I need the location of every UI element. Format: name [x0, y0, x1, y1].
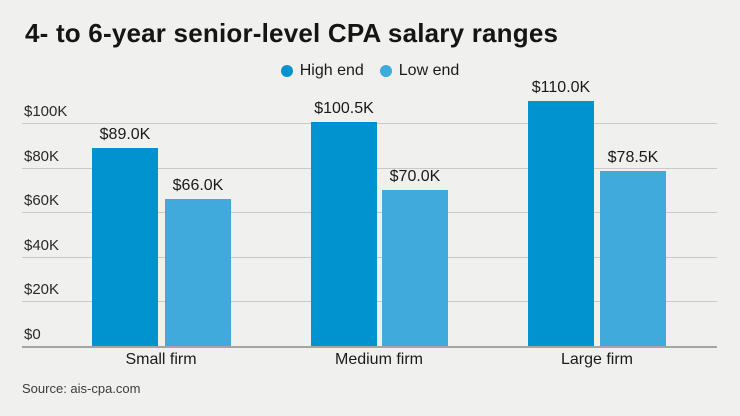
bar-value-label-low-end-large-firm: $78.5K: [607, 149, 659, 166]
y-tick-label--100k: $100K: [24, 103, 68, 120]
x-category-label-medium-firm: Medium firm: [334, 351, 423, 368]
source-note: Source: ais-cpa.com: [22, 381, 141, 396]
bar-low-end-large-firm: [600, 171, 666, 346]
legend-item-low-end: Low end: [379, 62, 460, 80]
bar-high-end-large-firm: [528, 101, 594, 346]
legend-label-low-end: Low end: [398, 62, 460, 79]
bar-value-label-high-end-small-firm: $89.0K: [99, 126, 151, 143]
gridline--0: [22, 346, 717, 348]
bar-value-label-low-end-small-firm: $66.0K: [172, 177, 224, 194]
bar-value-label-high-end-medium-firm: $100.5K: [314, 100, 374, 117]
y-tick-label--20k: $20K: [24, 281, 60, 298]
x-category-label-small-firm: Small firm: [125, 351, 197, 368]
chart-title: 4- to 6-year senior-level CPA salary ran…: [25, 18, 559, 48]
legend-label-high-end: High end: [299, 62, 364, 79]
bar-low-end-medium-firm: [382, 190, 448, 346]
y-tick-label--80k: $80K: [24, 148, 60, 165]
bar-value-label-high-end-large-firm: $110.0K: [531, 79, 591, 96]
y-tick-label--40k: $40K: [24, 237, 60, 254]
bar-low-end-small-firm: [165, 199, 231, 346]
legend-item-high-end: High end: [280, 62, 364, 80]
legend-dot-icon-high-end: [280, 65, 293, 77]
bar-value-label-low-end-medium-firm: $70.0K: [389, 168, 441, 185]
y-tick-label--60k: $60K: [24, 192, 60, 209]
legend: High end Low end: [0, 62, 740, 80]
y-tick-label--0: $0: [24, 326, 41, 343]
x-category-label-large-firm: Large firm: [560, 351, 634, 368]
legend-dot-icon-low-end: [379, 65, 392, 77]
bar-high-end-small-firm: [92, 147, 158, 346]
bar-high-end-medium-firm: [311, 122, 377, 346]
